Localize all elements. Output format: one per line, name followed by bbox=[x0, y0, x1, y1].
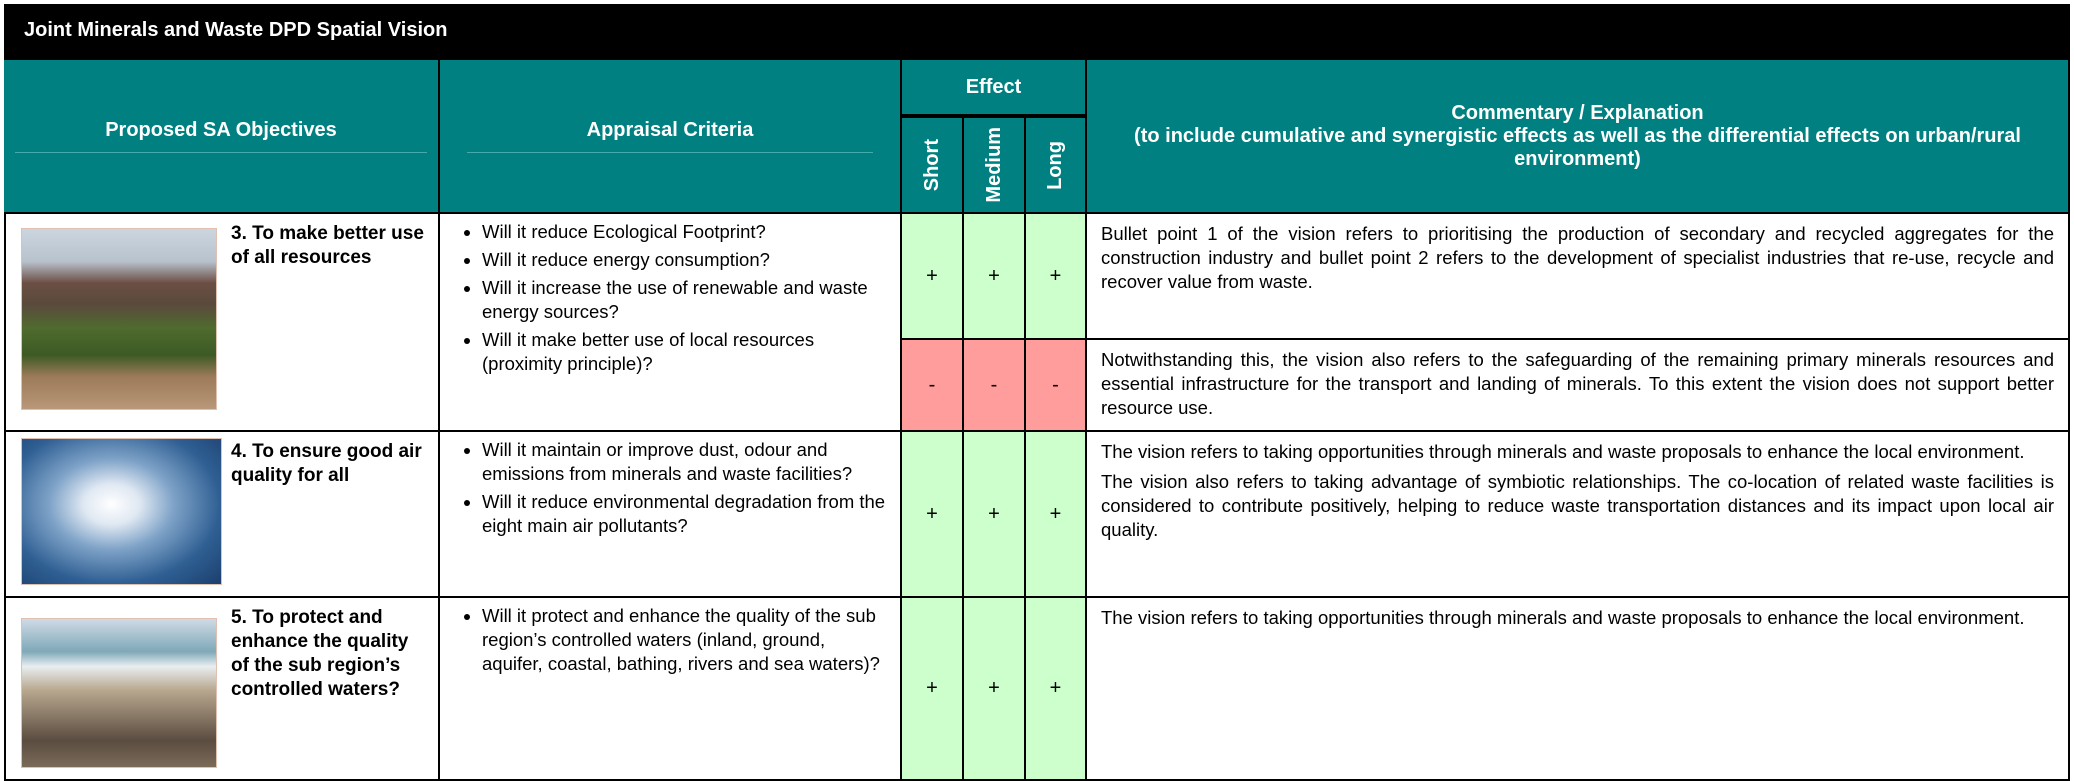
effect-term-header: Medium bbox=[964, 116, 1026, 214]
term-label: Long bbox=[1044, 140, 1066, 190]
effect-symbol: + bbox=[902, 598, 964, 781]
effect-symbol: + bbox=[1026, 214, 1087, 340]
objective-text: 5. To protect and enhance the quality of… bbox=[231, 607, 409, 700]
commentary-text: Notwithstanding this, the vision also re… bbox=[1101, 349, 2054, 418]
title-bar: Joint Minerals and Waste DPD Spatial Vis… bbox=[4, 4, 2070, 60]
commentary-cell: Notwithstanding this, the vision also re… bbox=[1087, 340, 2070, 432]
criterion: Will it make better use of local resourc… bbox=[482, 328, 886, 376]
criterion: Will it reduce environmental degradation… bbox=[482, 490, 886, 538]
effect-symbol: + bbox=[902, 432, 964, 598]
effect-header: Effect bbox=[902, 60, 1087, 116]
criterion: Will it maintain or improve dust, odour … bbox=[482, 438, 886, 486]
effect-term-header: Long bbox=[1026, 116, 1087, 214]
effect-term-header: Short bbox=[902, 116, 964, 214]
criteria-header: Appraisal Criteria bbox=[440, 60, 902, 214]
effect-symbol: + bbox=[964, 214, 1026, 340]
commentary-text: Bullet point 1 of the vision refers to p… bbox=[1101, 223, 2054, 292]
objective-image bbox=[21, 618, 217, 768]
objective-cell bbox=[4, 432, 440, 598]
effect-symbol: + bbox=[1026, 432, 1087, 598]
commentary-cell: Bullet point 1 of the vision refers to p… bbox=[1087, 214, 2070, 340]
criterion: Will it reduce energy consumption? bbox=[482, 248, 886, 272]
commentary-text: The vision refers to taking opportunitie… bbox=[1101, 607, 2025, 628]
effect-symbol: + bbox=[1026, 598, 1087, 781]
criterion: Will it protect and enhance the quality … bbox=[482, 604, 886, 676]
effect-symbol: - bbox=[1026, 340, 1087, 432]
title: Joint Minerals and Waste DPD Spatial Vis… bbox=[24, 19, 448, 41]
commentary-cell: The vision refers to taking opportunitie… bbox=[1087, 432, 2070, 598]
objective-cell bbox=[4, 598, 440, 781]
header-text: Appraisal Criteria bbox=[466, 119, 874, 153]
commentary-header: Commentary / Explanation (to include cum… bbox=[1087, 60, 2070, 214]
header-text: Proposed SA Objectives bbox=[15, 119, 427, 153]
objective-text: 3. To make better use of all resources bbox=[231, 223, 424, 268]
header-text: (to include cumulative and synergistic e… bbox=[1134, 124, 2021, 170]
term-label: Short bbox=[920, 138, 943, 192]
criteria-cell: Will it protect and enhance the quality … bbox=[440, 598, 902, 781]
criterion: Will it increase the use of renewable an… bbox=[482, 276, 886, 324]
criterion: Will it reduce Ecological Footprint? bbox=[482, 220, 886, 244]
criteria-list: Will it reduce Ecological Footprint? Will… bbox=[440, 220, 886, 376]
effect-symbol: + bbox=[902, 214, 964, 340]
effect-symbol: + bbox=[964, 432, 1026, 598]
objective-image bbox=[21, 228, 217, 410]
criteria-list: Will it maintain or improve dust, odour … bbox=[440, 438, 886, 538]
effect-symbol: - bbox=[964, 340, 1026, 432]
term-label: Medium bbox=[982, 127, 1005, 203]
criteria-cell: Will it maintain or improve dust, odour … bbox=[440, 432, 902, 598]
criteria-cell: Will it reduce Ecological Footprint? Will… bbox=[440, 214, 902, 432]
commentary-text: The vision also refers to taking advanta… bbox=[1101, 471, 2054, 540]
criteria-list: Will it protect and enhance the quality … bbox=[440, 604, 886, 676]
objective-image bbox=[21, 438, 222, 585]
commentary-text: The vision refers to taking opportunitie… bbox=[1101, 441, 2025, 462]
effect-symbol: - bbox=[902, 340, 964, 432]
objectives-header: Proposed SA Objectives bbox=[4, 60, 440, 214]
header-text: Commentary / Explanation bbox=[1451, 101, 1704, 124]
objective-cell bbox=[4, 214, 440, 432]
objective-text: 4. To ensure good air quality for all bbox=[231, 441, 422, 486]
commentary-cell: The vision refers to taking opportunitie… bbox=[1087, 598, 2070, 781]
effect-symbol: + bbox=[964, 598, 1026, 781]
